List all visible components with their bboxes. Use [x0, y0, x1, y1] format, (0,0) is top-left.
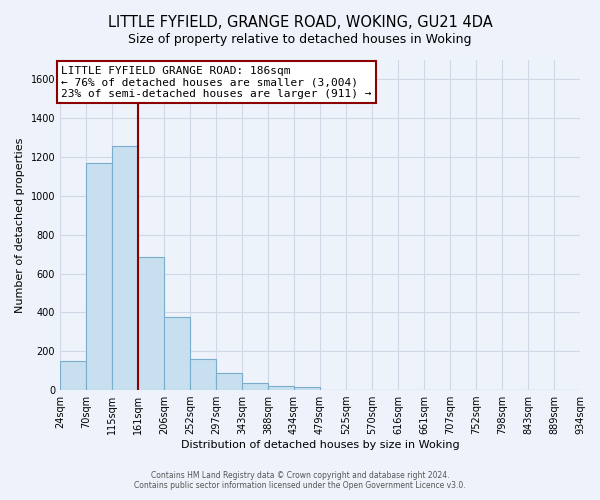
- Text: LITTLE FYFIELD, GRANGE ROAD, WOKING, GU21 4DA: LITTLE FYFIELD, GRANGE ROAD, WOKING, GU2…: [107, 15, 493, 30]
- Text: Contains HM Land Registry data © Crown copyright and database right 2024.
Contai: Contains HM Land Registry data © Crown c…: [134, 470, 466, 490]
- Bar: [138, 257, 164, 390]
- Bar: [86, 163, 112, 390]
- Text: LITTLE FYFIELD GRANGE ROAD: 186sqm
← 76% of detached houses are smaller (3,004)
: LITTLE FYFIELD GRANGE ROAD: 186sqm ← 76%…: [61, 66, 372, 99]
- Bar: [216, 372, 242, 390]
- Text: Size of property relative to detached houses in Woking: Size of property relative to detached ho…: [128, 32, 472, 46]
- Bar: [112, 146, 138, 390]
- X-axis label: Distribution of detached houses by size in Woking: Distribution of detached houses by size …: [181, 440, 460, 450]
- Bar: [164, 318, 190, 390]
- Bar: [190, 359, 216, 390]
- Bar: [242, 384, 268, 390]
- Y-axis label: Number of detached properties: Number of detached properties: [15, 138, 25, 312]
- Bar: [60, 361, 86, 390]
- Bar: [294, 387, 320, 390]
- Bar: [268, 386, 294, 390]
